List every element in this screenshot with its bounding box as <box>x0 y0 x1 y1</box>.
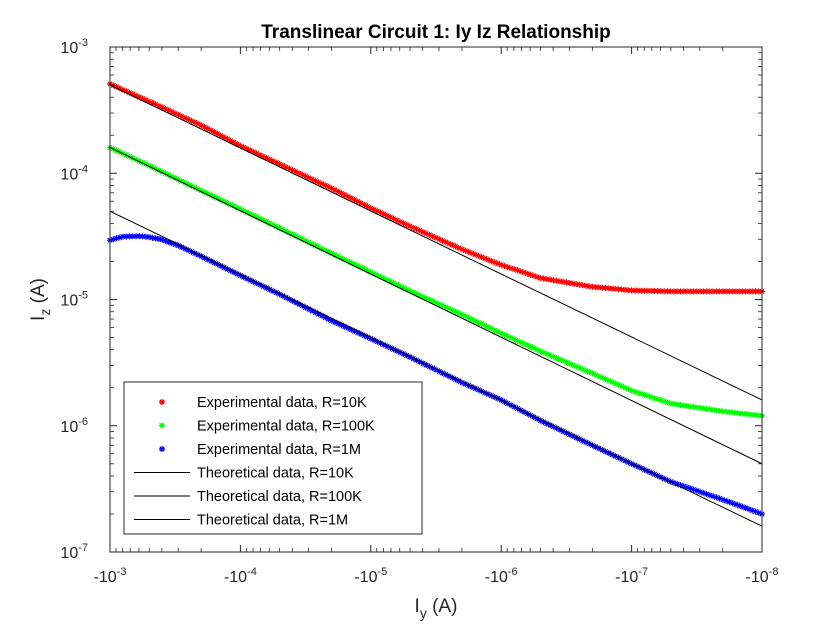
x-axis-label-subscript: y <box>420 605 427 621</box>
x-tick-mantissa: -10 <box>746 569 769 586</box>
legend-marker-swatch <box>159 399 165 405</box>
x-tick: -10-4 <box>224 47 257 586</box>
legend-entry-experimental-data-r-1m: Experimental data, R=1M <box>159 442 361 458</box>
x-tick-label: -10-3 <box>94 566 127 586</box>
x-tick: -10-6 <box>485 47 518 586</box>
chart-title: Translinear Circuit 1: Iy Iz Relationshi… <box>261 22 610 43</box>
y-axis-label-base: I <box>28 316 49 321</box>
x-tick: -10-5 <box>354 47 387 586</box>
x-tick-exponent: -4 <box>247 566 257 578</box>
legend-label: Theoretical data, R=1M <box>197 513 348 529</box>
y-tick-mantissa: 10 <box>60 419 78 436</box>
y-tick-exponent: -3 <box>78 37 88 49</box>
x-tick-label: -10-6 <box>485 566 518 586</box>
theory-line <box>109 147 763 465</box>
minor-ticks <box>110 47 762 552</box>
x-tick-mantissa: -10 <box>94 569 117 586</box>
y-tick-mantissa: 10 <box>60 293 78 310</box>
legend-box <box>123 381 423 535</box>
y-tick-exponent: -4 <box>78 163 88 175</box>
legend-marker-swatch <box>159 422 165 429</box>
x-axis-label-unit: (A) <box>427 596 458 617</box>
legend-label: Experimental data, R=1M <box>197 442 361 458</box>
x-tick: -10-7 <box>615 47 648 586</box>
x-tick-mantissa: -10 <box>615 569 638 586</box>
x-tick-exponent: -8 <box>769 566 779 578</box>
series-layer <box>107 80 765 527</box>
x-tick-exponent: -3 <box>117 566 127 578</box>
legend-entry-theoretical-data-r-10k: Theoretical data, R=10K <box>134 466 354 482</box>
x-tick-label: -10-7 <box>615 566 648 586</box>
x-tick-mantissa: -10 <box>485 569 508 586</box>
y-tick: 10-5 <box>60 290 762 310</box>
y-tick-mantissa: 10 <box>60 545 78 562</box>
x-axis-label-base: I <box>415 596 420 617</box>
y-tick-exponent: -6 <box>78 416 88 428</box>
legend: Experimental data, R=10K Experimental dat… <box>123 381 423 535</box>
legend-label: Experimental data, R=100K <box>197 419 375 435</box>
y-tick-label: 10-4 <box>60 163 88 183</box>
theory-line <box>109 84 763 401</box>
y-tick-label: 10-5 <box>60 290 88 310</box>
x-tick-mantissa: -10 <box>224 569 247 586</box>
x-axis-label: Iy (A) <box>415 596 458 621</box>
y-tick-label: 10-6 <box>60 416 88 436</box>
y-tick-label: 10-7 <box>60 542 88 562</box>
y-tick: 10-7 <box>60 542 762 562</box>
series-theoretical-data-r-10k <box>109 84 763 401</box>
x-tick-exponent: -5 <box>377 566 387 578</box>
y-axis-label-unit: (A) <box>28 278 49 309</box>
series-theoretical-data-r-100k <box>109 147 763 465</box>
y-tick-exponent: -5 <box>78 290 88 302</box>
y-tick-label: 10-3 <box>60 37 88 57</box>
legend-label: Theoretical data, R=100K <box>197 489 362 505</box>
legend-entry-experimental-data-r-10k: Experimental data, R=10K <box>159 395 367 411</box>
y-tick-mantissa: 10 <box>60 40 78 57</box>
x-tick: -10-8 <box>746 47 779 586</box>
x-tick-exponent: -7 <box>638 566 648 578</box>
legend-entry-experimental-data-r-100k: Experimental data, R=100K <box>159 419 375 435</box>
y-tick: 10-6 <box>60 416 762 436</box>
legend-entry-theoretical-data-r-100k: Theoretical data, R=100K <box>134 489 362 505</box>
x-tick-mantissa: -10 <box>354 569 377 586</box>
y-axis-label-subscript: z <box>37 309 53 316</box>
legend-label: Theoretical data, R=10K <box>197 466 354 482</box>
y-tick-mantissa: 10 <box>60 166 78 183</box>
legend-marker-swatch <box>159 446 165 452</box>
y-tick-exponent: -7 <box>78 542 88 554</box>
legend-entry-theoretical-data-r-1m: Theoretical data, R=1M <box>134 513 348 529</box>
x-tick-label: -10-4 <box>224 566 257 586</box>
theory-line <box>109 210 763 527</box>
axes-layer: -10-3 -10-4 -10-5 -10-6 -10-7 -10-810-310-410… <box>60 37 778 586</box>
y-axis-label: Iz (A) <box>28 278 53 321</box>
x-tick-label: -10-8 <box>746 566 779 586</box>
series-theoretical-data-r-1m <box>109 210 763 527</box>
y-tick: 10-4 <box>60 163 762 183</box>
legend-label: Experimental data, R=10K <box>197 395 367 411</box>
x-tick-exponent: -6 <box>508 566 518 578</box>
x-tick-label: -10-5 <box>354 566 387 586</box>
